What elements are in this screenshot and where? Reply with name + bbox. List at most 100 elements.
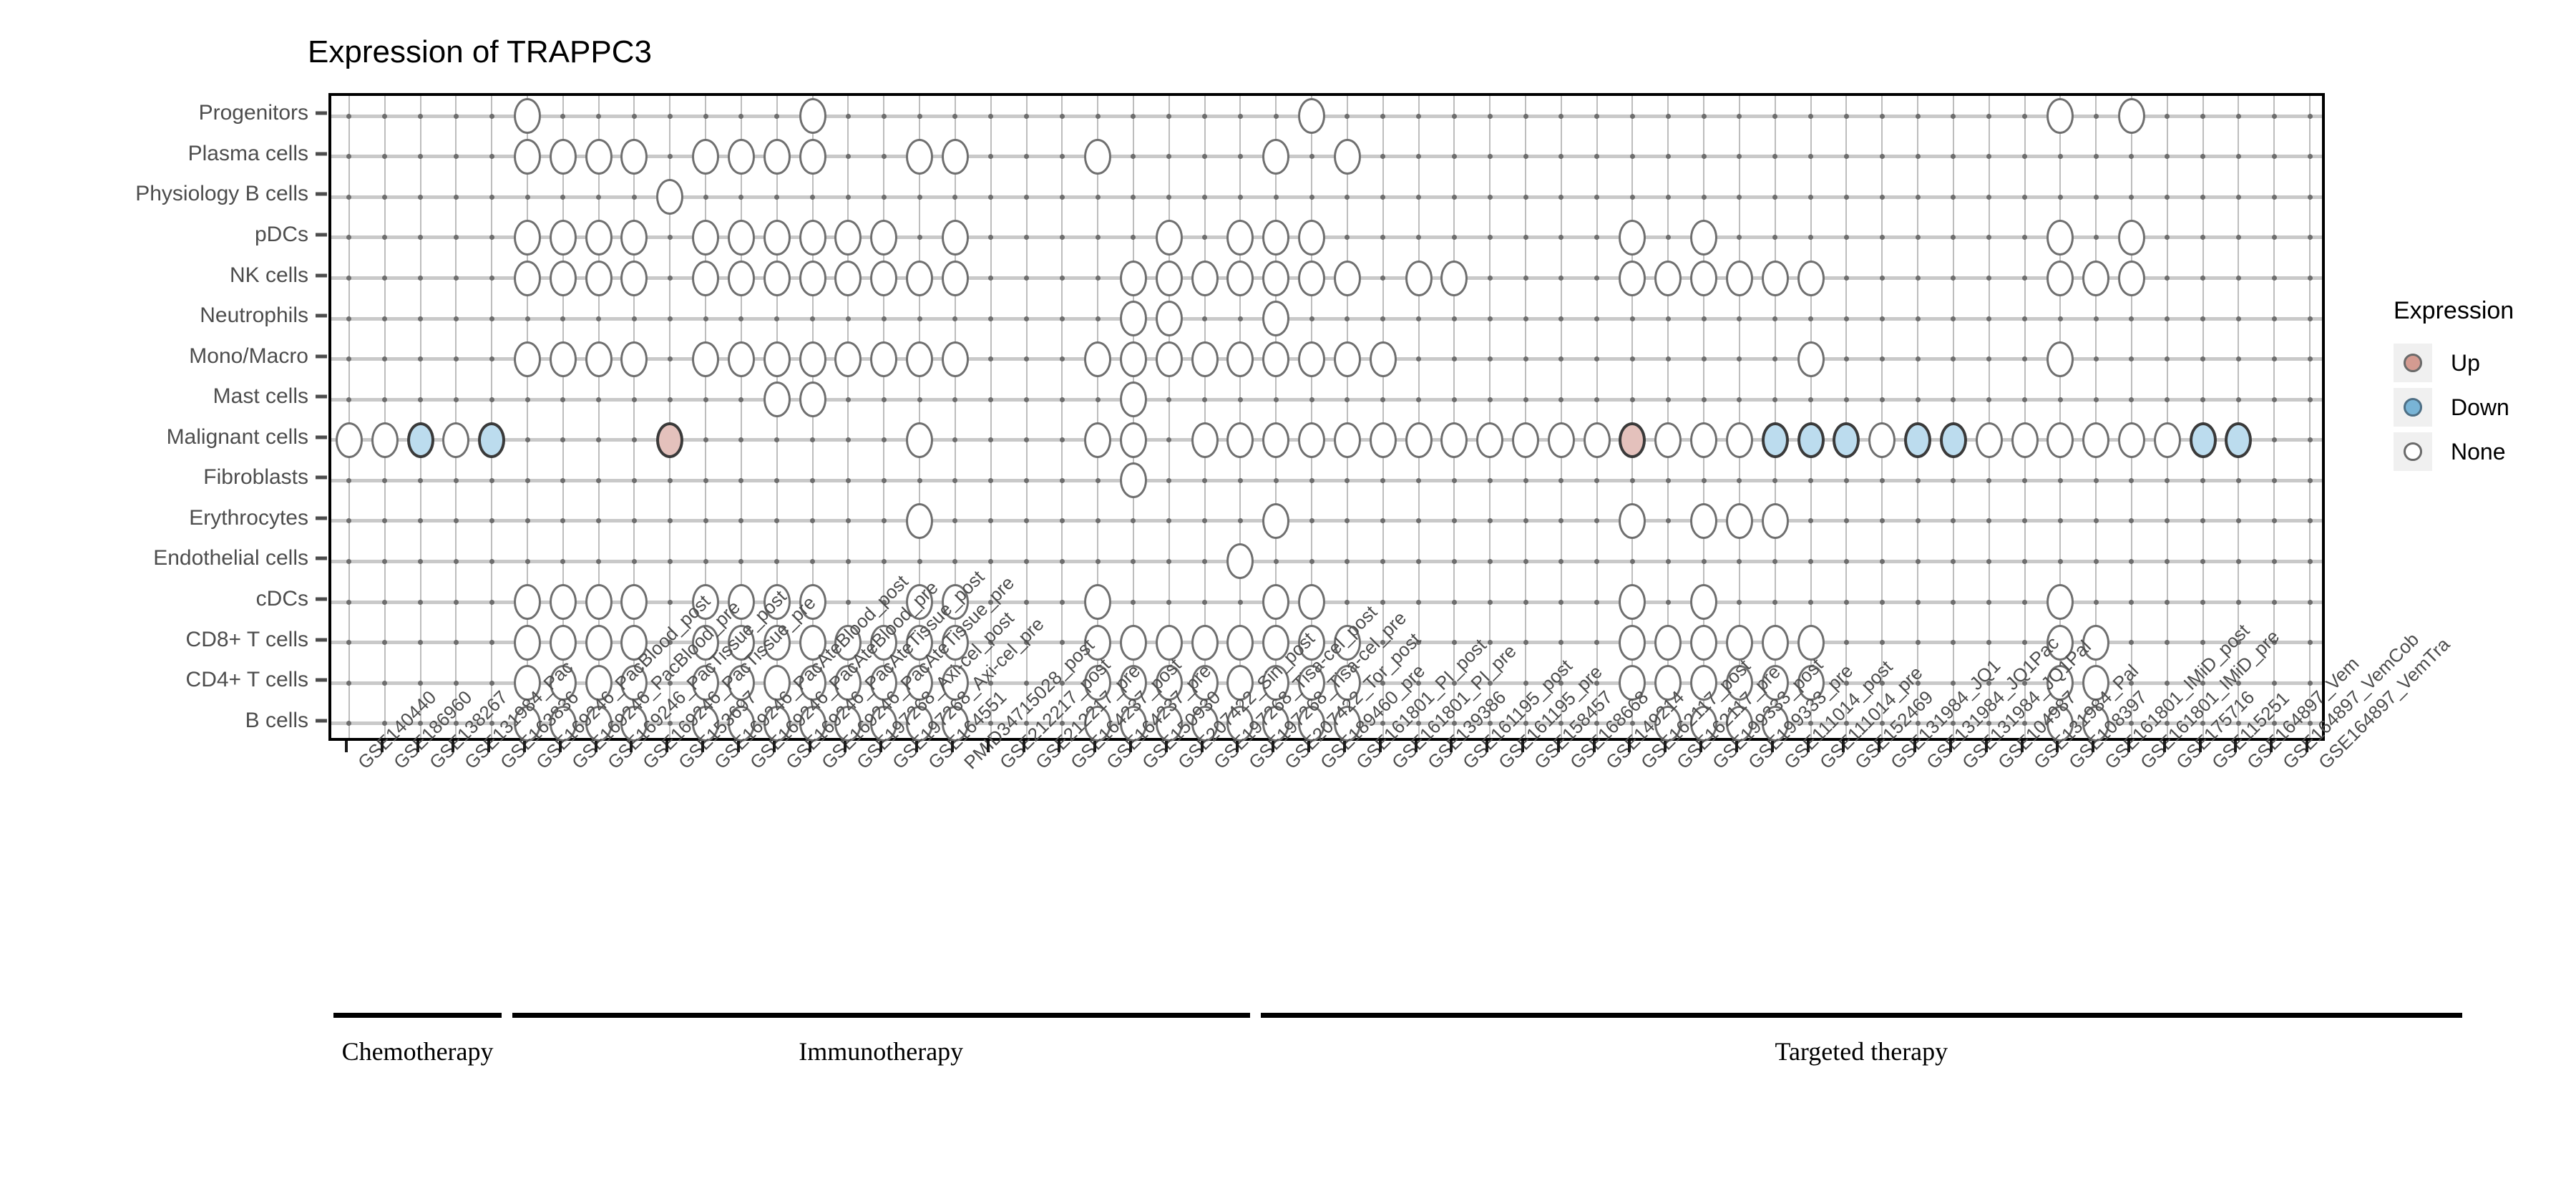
expression-dot[interactable] [1191,624,1219,661]
expression-dot[interactable] [2082,705,2110,742]
expression-dot[interactable] [1226,260,1254,296]
expression-dot[interactable] [763,624,791,661]
expression-dot[interactable] [1619,422,1646,458]
expression-dot[interactable] [1654,422,1682,458]
expression-dot[interactable] [1262,341,1290,377]
expression-dot[interactable] [941,219,969,256]
expression-dot[interactable] [656,179,684,215]
expression-dot[interactable] [1725,502,1753,539]
expression-dot[interactable] [1619,665,1646,701]
expression-dot[interactable] [1690,624,1718,661]
expression-dot[interactable] [442,422,470,458]
expression-dot[interactable] [1226,219,1254,256]
expression-dot[interactable] [2046,422,2074,458]
expression-dot[interactable] [834,219,862,256]
expression-dot[interactable] [1084,138,1112,175]
expression-dot[interactable] [906,624,934,661]
expression-dot[interactable] [1119,341,1147,377]
expression-dot[interactable] [1333,665,1361,701]
expression-dot[interactable] [1119,381,1147,418]
expression-dot[interactable] [585,665,613,701]
expression-dot[interactable] [727,624,755,661]
expression-dot[interactable] [941,584,969,621]
expression-dot[interactable] [1084,584,1112,621]
expression-dot[interactable] [2046,341,2074,377]
expression-dot[interactable] [692,624,720,661]
expression-dot[interactable] [2117,260,2145,296]
expression-dot[interactable] [1298,705,1326,742]
expression-dot[interactable] [799,98,826,135]
expression-dot[interactable] [514,98,542,135]
expression-dot[interactable] [1119,260,1147,296]
expression-dot[interactable] [406,422,434,458]
expression-dot[interactable] [1262,138,1290,175]
expression-dot[interactable] [2046,98,2074,135]
expression-dot[interactable] [1155,219,1183,256]
expression-dot[interactable] [1583,422,1611,458]
expression-dot[interactable] [1226,705,1254,742]
expression-dot[interactable] [514,219,542,256]
expression-dot[interactable] [2117,219,2145,256]
expression-dot[interactable] [1619,219,1646,256]
expression-dot[interactable] [1119,462,1147,499]
expression-dot[interactable] [1619,260,1646,296]
expression-dot[interactable] [941,260,969,296]
expression-dot[interactable] [1725,665,1753,701]
expression-dot[interactable] [870,219,898,256]
expression-dot[interactable] [763,138,791,175]
expression-dot[interactable] [1690,584,1718,621]
expression-dot[interactable] [549,584,577,621]
expression-dot[interactable] [514,584,542,621]
expression-dot[interactable] [1333,705,1361,742]
expression-dot[interactable] [1725,260,1753,296]
expression-dot[interactable] [1119,624,1147,661]
expression-dot[interactable] [1262,665,1290,701]
expression-dot[interactable] [799,624,826,661]
expression-dot[interactable] [799,705,826,742]
expression-dot[interactable] [1262,301,1290,337]
expression-dot[interactable] [1939,422,1967,458]
expression-dot[interactable] [941,665,969,701]
expression-dot[interactable] [799,584,826,621]
expression-dot[interactable] [1262,705,1290,742]
expression-dot[interactable] [1119,301,1147,337]
expression-dot[interactable] [585,624,613,661]
expression-dot[interactable] [1262,584,1290,621]
expression-dot[interactable] [763,665,791,701]
expression-dot[interactable] [2082,665,2110,701]
expression-dot[interactable] [1797,260,1825,296]
expression-dot[interactable] [1262,219,1290,256]
expression-dot[interactable] [906,584,934,621]
expression-dot[interactable] [1868,422,1896,458]
expression-dot[interactable] [1262,502,1290,539]
expression-dot[interactable] [834,341,862,377]
expression-dot[interactable] [1797,341,1825,377]
expression-dot[interactable] [692,260,720,296]
expression-dot[interactable] [585,341,613,377]
expression-dot[interactable] [941,341,969,377]
expression-dot[interactable] [1084,624,1112,661]
expression-dot[interactable] [2225,422,2253,458]
expression-dot[interactable] [620,665,648,701]
expression-dot[interactable] [727,705,755,742]
expression-dot[interactable] [585,219,613,256]
expression-dot[interactable] [906,341,934,377]
expression-dot[interactable] [763,260,791,296]
expression-dot[interactable] [2117,98,2145,135]
expression-dot[interactable] [1654,705,1682,742]
expression-dot[interactable] [1619,584,1646,621]
expression-dot[interactable] [620,705,648,742]
expression-dot[interactable] [514,665,542,701]
expression-dot[interactable] [727,260,755,296]
expression-dot[interactable] [799,381,826,418]
expression-dot[interactable] [941,624,969,661]
expression-dot[interactable] [2082,624,2110,661]
expression-dot[interactable] [1797,665,1825,701]
expression-dot[interactable] [2046,705,2074,742]
expression-dot[interactable] [1476,422,1504,458]
expression-dot[interactable] [1761,422,1789,458]
expression-dot[interactable] [1226,422,1254,458]
expression-dot[interactable] [585,705,613,742]
expression-dot[interactable] [799,219,826,256]
expression-dot[interactable] [1262,422,1290,458]
